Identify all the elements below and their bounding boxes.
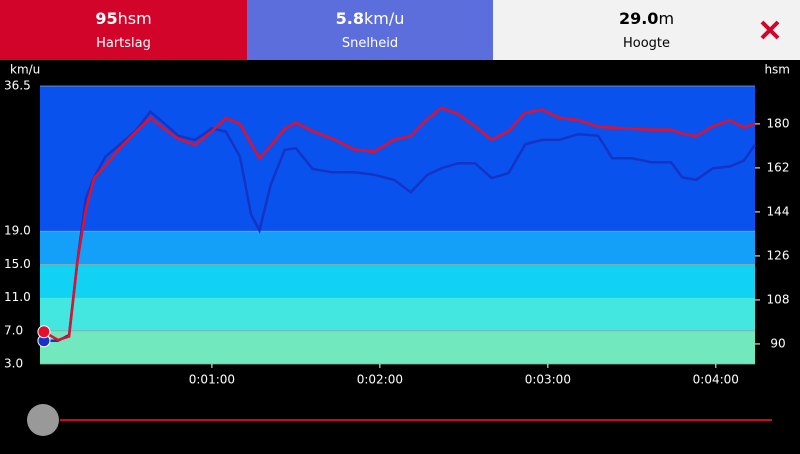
x-tick-label: 0:03:00 xyxy=(525,373,571,387)
current-marker xyxy=(37,325,51,339)
tab-value: 5.8km/u xyxy=(336,9,405,28)
zone-band xyxy=(40,231,755,265)
unit: m xyxy=(658,9,675,28)
tab-value: 29.0m xyxy=(619,9,674,28)
x-tick-label: 0:02:00 xyxy=(357,373,403,387)
chart: km/u hsm 3.0 7.0 11.0 15.0 19.0 36.5 90 108 126 1… xyxy=(4,63,790,436)
y-tick-label: 15.0 xyxy=(4,257,31,271)
unit: km/u xyxy=(363,9,405,28)
y-axis-label: km/u xyxy=(10,63,40,77)
y2-tick-label: 126 xyxy=(767,248,790,262)
zone-band xyxy=(40,86,755,232)
close-button[interactable] xyxy=(760,20,780,40)
x-tick-label: 0:01:00 xyxy=(189,373,235,387)
slider-knob[interactable] xyxy=(27,404,59,436)
y2-tick-label: 144 xyxy=(767,204,790,218)
value: 95 xyxy=(95,9,118,28)
y2-tick-label: 108 xyxy=(767,292,790,306)
zone-band xyxy=(40,264,755,298)
x-tick-label: 0:04:00 xyxy=(693,373,739,387)
tab-label: Hoogte xyxy=(622,36,671,51)
value: 5.8 xyxy=(335,9,364,28)
unit: hsm xyxy=(117,9,152,28)
y2-axis-label: hsm xyxy=(764,63,790,77)
tab-label: Hartslag xyxy=(96,36,151,51)
tab-value: 95hsm xyxy=(95,9,151,28)
series-line xyxy=(43,106,756,342)
y-tick-label: 7.0 xyxy=(4,323,23,337)
y-tick-label: 3.0 xyxy=(4,357,23,371)
y-tick-label: 11.0 xyxy=(4,290,31,304)
tab[interactable]: 29.0m Hoogte xyxy=(493,0,800,60)
y2-tick-label: 180 xyxy=(767,116,790,130)
zone-band xyxy=(40,330,755,364)
tabs: 95hsm Hartslag 5.8km/u Snelheid 29.0m Ho… xyxy=(0,0,800,60)
y-tick-label: 19.0 xyxy=(4,224,31,238)
value: 29.0 xyxy=(618,9,659,28)
y2-tick-label: 90 xyxy=(770,336,785,350)
zone-band xyxy=(40,297,755,331)
tab[interactable]: 5.8km/u Snelheid xyxy=(247,0,493,60)
tab-label: Snelheid xyxy=(341,36,399,51)
y-tick-label: 36.5 xyxy=(4,79,31,93)
tab[interactable]: 95hsm Hartslag xyxy=(0,0,247,60)
y2-tick-label: 162 xyxy=(767,160,790,174)
